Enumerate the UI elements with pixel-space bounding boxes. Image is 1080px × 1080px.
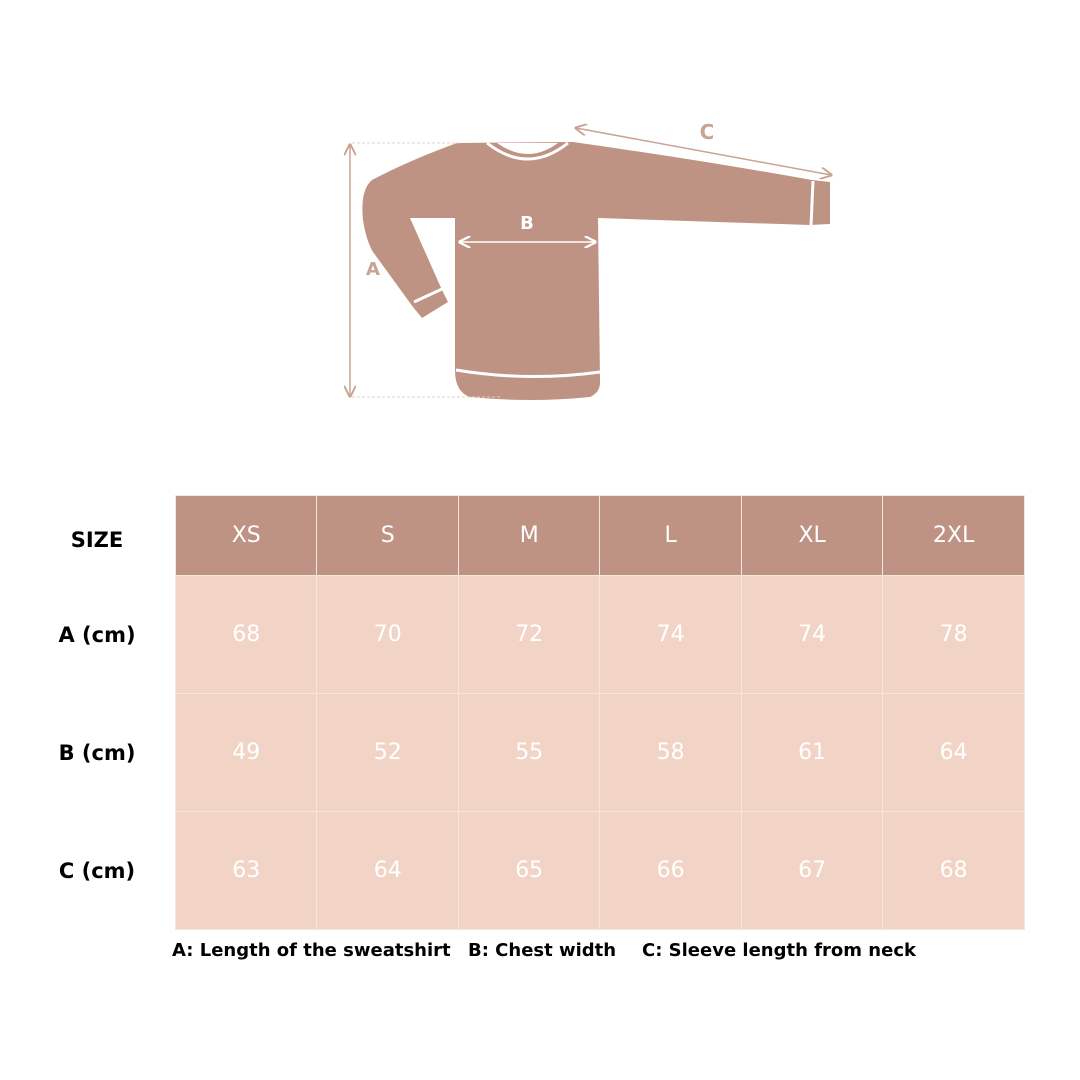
table-cell: 58 <box>599 693 742 812</box>
arrow-c <box>576 128 831 175</box>
table-cell: 67 <box>740 811 884 930</box>
size-l: L <box>599 495 742 576</box>
size-table: XS S M L XL 2XL 68 70 72 74 74 78 49 52 … <box>174 495 1025 930</box>
table-row-c: 63 64 65 66 67 68 <box>174 811 1025 930</box>
table-row-a: 68 70 72 74 74 78 <box>174 575 1025 694</box>
table-cell: 68 <box>174 575 318 694</box>
sweatshirt-diagram: A B C <box>0 120 1080 400</box>
size-2xl: 2XL <box>882 495 1025 576</box>
size-header-row: XS S M L XL 2XL <box>174 495 1025 576</box>
size-m: M <box>457 495 601 576</box>
table-cell: 55 <box>457 693 601 812</box>
table-cell: 72 <box>457 575 601 694</box>
table-cell: 78 <box>882 575 1025 694</box>
sweatshirt-shape <box>362 142 830 400</box>
table-cell: 61 <box>740 693 884 812</box>
table-cell: 63 <box>174 811 318 930</box>
size-row-label: SIZE <box>70 528 124 552</box>
table-row-b: 49 52 55 58 61 64 <box>174 693 1025 812</box>
legend-c: C: Sleeve length from neck <box>642 940 916 961</box>
table-cell: 68 <box>882 811 1025 930</box>
label-b: B <box>520 213 534 234</box>
legend-a: A: Length of the sweatshirt <box>172 940 451 961</box>
table-cell: 74 <box>740 575 884 694</box>
label-c: C <box>700 120 715 144</box>
size-xl: XL <box>740 495 884 576</box>
table-cell: 74 <box>599 575 742 694</box>
table-cell: 70 <box>316 575 459 694</box>
table-cell: 64 <box>882 693 1025 812</box>
table-cell: 49 <box>174 693 318 812</box>
row-label-a: A (cm) <box>58 623 136 647</box>
table-cell: 65 <box>457 811 601 930</box>
row-label-c: C (cm) <box>58 859 136 883</box>
row-label-b: B (cm) <box>58 741 136 765</box>
table-cell: 66 <box>599 811 742 930</box>
size-s: S <box>316 495 459 576</box>
label-a: A <box>366 259 380 280</box>
legend-b: B: Chest width <box>468 940 617 961</box>
table-cell: 52 <box>316 693 459 812</box>
size-xs: XS <box>174 495 318 576</box>
table-cell: 64 <box>316 811 459 930</box>
